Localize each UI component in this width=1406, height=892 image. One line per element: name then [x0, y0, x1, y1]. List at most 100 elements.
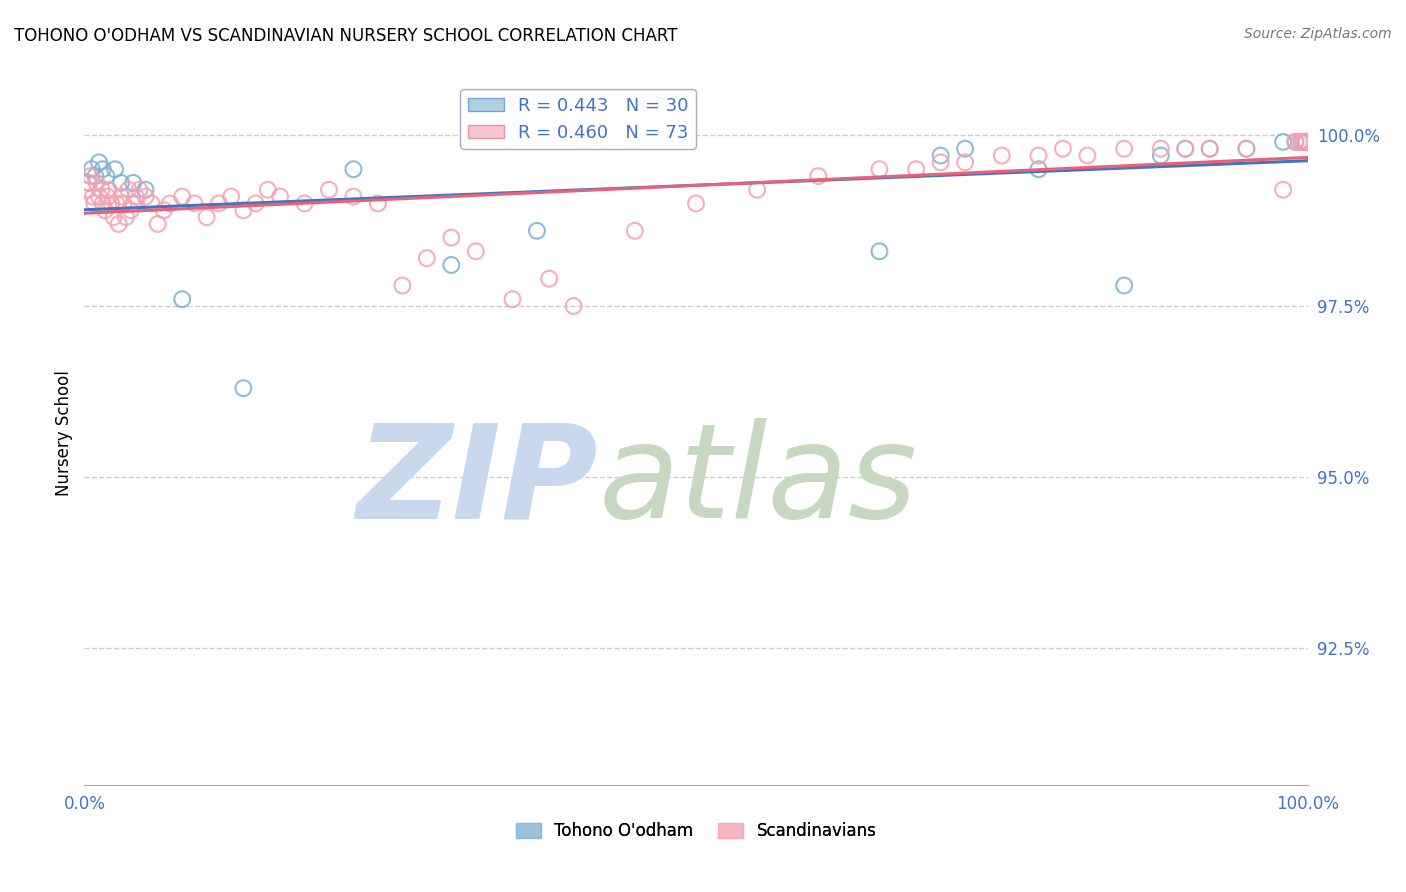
- Point: [905, 162, 928, 177]
- Point: [269, 189, 291, 203]
- Point: [79, 169, 101, 183]
- Point: [110, 176, 132, 190]
- Point: [96, 169, 118, 183]
- Point: [1295, 135, 1317, 149]
- Point: [1288, 135, 1310, 149]
- Point: [1028, 148, 1050, 162]
- Point: [122, 176, 145, 190]
- Point: [146, 217, 169, 231]
- Point: [1114, 278, 1136, 293]
- Point: [1198, 142, 1220, 156]
- Point: [538, 271, 561, 285]
- Point: [84, 169, 107, 183]
- Point: [1292, 135, 1315, 149]
- Point: [440, 230, 463, 244]
- Point: [80, 162, 103, 177]
- Point: [183, 196, 205, 211]
- Point: [1292, 135, 1315, 149]
- Point: [342, 162, 364, 177]
- Point: [869, 162, 891, 177]
- Point: [172, 189, 194, 203]
- Point: [929, 148, 952, 162]
- Point: [125, 189, 148, 203]
- Point: [464, 244, 486, 259]
- Y-axis label: Nursery School: Nursery School: [55, 369, 73, 496]
- Point: [172, 292, 194, 306]
- Point: [120, 203, 142, 218]
- Point: [110, 189, 132, 203]
- Point: [1294, 135, 1316, 149]
- Point: [391, 278, 413, 293]
- Point: [135, 189, 157, 203]
- Point: [97, 183, 120, 197]
- Point: [807, 169, 830, 183]
- Point: [869, 244, 891, 259]
- Point: [77, 176, 100, 190]
- Point: [128, 183, 150, 197]
- Point: [1198, 142, 1220, 156]
- Point: [105, 196, 128, 211]
- Point: [1291, 135, 1313, 149]
- Point: [257, 183, 280, 197]
- Point: [103, 210, 125, 224]
- Point: [1284, 135, 1306, 149]
- Point: [100, 196, 122, 211]
- Point: [219, 189, 242, 203]
- Point: [135, 183, 157, 197]
- Point: [87, 155, 110, 169]
- Point: [208, 196, 231, 211]
- Point: [1272, 135, 1295, 149]
- Point: [107, 217, 129, 231]
- Point: [232, 381, 254, 395]
- Point: [97, 189, 120, 203]
- Point: [294, 196, 316, 211]
- Point: [342, 189, 364, 203]
- Point: [91, 162, 114, 177]
- Point: [87, 189, 110, 203]
- Point: [1114, 142, 1136, 156]
- Text: ZIP: ZIP: [357, 418, 598, 545]
- Point: [141, 196, 163, 211]
- Text: atlas: atlas: [598, 418, 917, 545]
- Point: [112, 196, 135, 211]
- Text: TOHONO O'ODHAM VS SCANDINAVIAN NURSERY SCHOOL CORRELATION CHART: TOHONO O'ODHAM VS SCANDINAVIAN NURSERY S…: [14, 27, 678, 45]
- Point: [83, 196, 105, 211]
- Point: [1284, 135, 1306, 149]
- Point: [94, 203, 117, 218]
- Point: [685, 196, 707, 211]
- Point: [526, 224, 548, 238]
- Point: [91, 196, 114, 211]
- Point: [991, 148, 1014, 162]
- Point: [562, 299, 585, 313]
- Point: [953, 142, 976, 156]
- Point: [153, 203, 176, 218]
- Point: [1291, 135, 1313, 149]
- Point: [747, 183, 769, 197]
- Point: [318, 183, 340, 197]
- Point: [232, 203, 254, 218]
- Point: [159, 196, 181, 211]
- Point: [1236, 142, 1258, 156]
- Point: [1236, 142, 1258, 156]
- Point: [1294, 135, 1316, 149]
- Point: [953, 155, 976, 169]
- Point: [117, 183, 139, 197]
- Point: [1150, 142, 1173, 156]
- Point: [440, 258, 463, 272]
- Point: [195, 210, 218, 224]
- Point: [929, 155, 952, 169]
- Point: [122, 196, 145, 211]
- Point: [115, 210, 138, 224]
- Point: [1028, 162, 1050, 177]
- Text: Source: ZipAtlas.com: Source: ZipAtlas.com: [1244, 27, 1392, 41]
- Point: [77, 176, 100, 190]
- Point: [1076, 148, 1098, 162]
- Point: [90, 183, 112, 197]
- Point: [1295, 135, 1317, 149]
- Point: [1174, 142, 1197, 156]
- Point: [86, 176, 108, 190]
- Point: [502, 292, 524, 306]
- Point: [624, 224, 647, 238]
- Point: [1174, 142, 1197, 156]
- Point: [76, 183, 98, 197]
